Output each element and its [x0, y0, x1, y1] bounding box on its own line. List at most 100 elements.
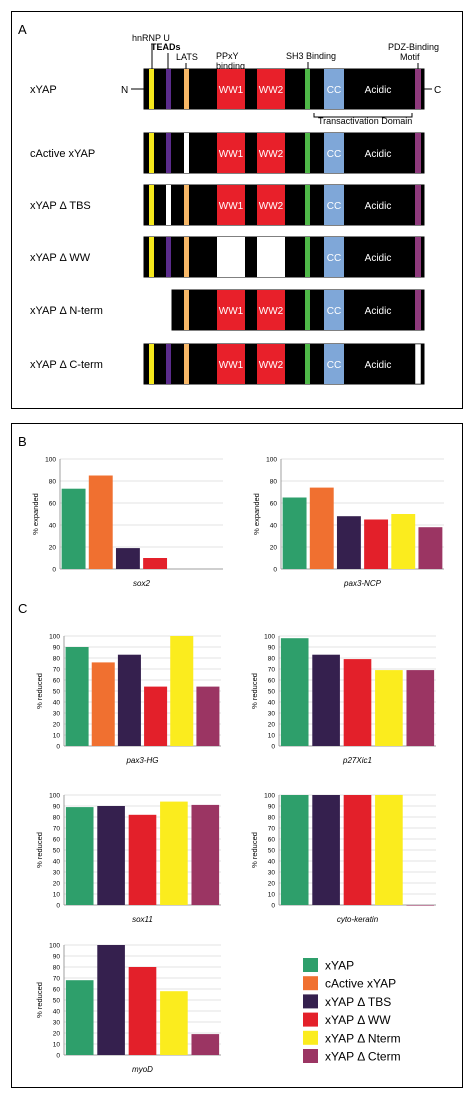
acidic-label: Acidic	[365, 149, 392, 160]
y-tick-label: 50	[268, 689, 276, 696]
y-tick-label: 70	[268, 667, 276, 674]
hnrnp-u-motif	[149, 237, 154, 277]
legend-label: xYAP Δ Nterm	[325, 1031, 401, 1045]
sh3-binding-motif	[305, 290, 310, 330]
ww1-domain	[217, 185, 245, 225]
legend-swatch	[303, 1049, 318, 1063]
y-tick-label: 40	[53, 1009, 61, 1016]
x-axis-label: myoD	[132, 1065, 153, 1074]
y-tick-label: 40	[53, 859, 61, 866]
construct-label: xYAP	[30, 84, 57, 96]
pdz-binding-motif	[414, 343, 422, 385]
hnrnp-u-motif	[149, 133, 154, 173]
coiled-coil-domain	[324, 133, 344, 173]
bar	[97, 945, 125, 1055]
tead-binding-motif	[166, 133, 171, 173]
bar	[309, 487, 334, 569]
y-tick-label: 20	[49, 545, 57, 552]
y-axis-label: % expanded	[252, 493, 261, 535]
legend-swatch	[303, 994, 318, 1009]
bar	[343, 795, 372, 905]
bar	[160, 801, 188, 905]
y-tick-label: 80	[270, 479, 278, 486]
transactivation-bracket	[313, 113, 413, 118]
label-sh3-binding: SH3 Binding	[286, 51, 336, 61]
y-tick-label: 80	[53, 965, 61, 972]
y-tick-label: 60	[53, 678, 61, 685]
bar	[65, 980, 94, 1055]
panel-b-letter: B	[18, 434, 27, 449]
tead-binding-motif	[166, 237, 171, 277]
acidic-label: Acidic	[365, 360, 392, 371]
bar	[406, 905, 435, 906]
label-teads: TEADs	[151, 42, 181, 52]
y-tick-label: 100	[264, 793, 275, 800]
ww2-domain	[257, 290, 285, 330]
bar	[312, 795, 340, 905]
ww2-domain	[257, 344, 285, 384]
y-axis-label: % reduced	[250, 673, 259, 709]
y-tick-label: 70	[268, 826, 276, 833]
y-tick-label: 80	[53, 815, 61, 822]
protein-body	[171, 289, 425, 331]
bar	[191, 1034, 220, 1055]
bar	[343, 659, 372, 746]
bar	[282, 497, 307, 569]
y-tick-label: 30	[53, 711, 61, 718]
ww1-domain	[217, 344, 245, 384]
legend-label: xYAP Δ TBS	[325, 995, 391, 1009]
label-motif: Motif	[400, 52, 420, 62]
construct-label: xYAP Δ N-term	[30, 305, 103, 317]
y-tick-label: 90	[53, 645, 61, 652]
y-tick-label: 70	[53, 826, 61, 833]
y-tick-label: 0	[271, 903, 275, 910]
y-axis-label: % reduced	[35, 832, 44, 868]
legend-swatch	[303, 976, 318, 991]
bar	[418, 527, 443, 569]
bar	[115, 548, 140, 569]
x-axis-label: cyto-keratin	[337, 915, 379, 924]
y-tick-label: 40	[270, 523, 278, 530]
y-tick-label: 90	[268, 804, 276, 811]
tead-binding-motif	[166, 69, 171, 109]
label-pdz-binding: PDZ-Binding	[388, 42, 439, 52]
y-tick-label: 90	[268, 645, 276, 652]
construct-label: xYAP Δ WW	[30, 252, 91, 264]
tead-binding-motif	[166, 185, 171, 225]
lats-site	[184, 344, 189, 384]
y-tick-label: 80	[268, 815, 276, 822]
bar	[280, 795, 309, 905]
coiled-coil-domain	[324, 344, 344, 384]
bar	[196, 686, 220, 746]
legend-swatch	[303, 958, 318, 972]
ww1-domain	[217, 69, 245, 109]
cc-label: CC	[327, 85, 341, 96]
ww1-label: WW1	[219, 85, 244, 96]
bar	[128, 814, 157, 905]
ww2-label: WW2	[259, 360, 284, 371]
y-tick-label: 40	[268, 700, 276, 707]
hnrnp-u-motif	[149, 344, 154, 384]
y-tick-label: 0	[56, 903, 60, 910]
y-tick-label: 50	[53, 998, 61, 1005]
y-tick-label: 20	[270, 545, 278, 552]
y-tick-label: 10	[53, 1042, 61, 1049]
hnrnp-u-motif	[149, 69, 154, 109]
y-tick-label: 0	[56, 744, 60, 751]
y-tick-label: 100	[264, 634, 275, 641]
acidic-label: Acidic	[365, 201, 392, 212]
y-tick-label: 90	[53, 804, 61, 811]
lats-site	[184, 69, 189, 109]
y-tick-label: 50	[53, 689, 61, 696]
coiled-coil-domain	[324, 185, 344, 225]
y-tick-label: 0	[52, 567, 56, 574]
ww2-domain	[257, 69, 285, 109]
transactivation-domain-label: Transactivation Domain	[318, 116, 412, 126]
acidic-label: Acidic	[365, 85, 392, 96]
bar	[143, 558, 168, 569]
construct-label: cActive xYAP	[30, 148, 95, 160]
y-tick-label: 100	[266, 457, 277, 464]
n-terminus-label: N	[121, 85, 128, 96]
y-tick-label: 100	[49, 943, 60, 950]
